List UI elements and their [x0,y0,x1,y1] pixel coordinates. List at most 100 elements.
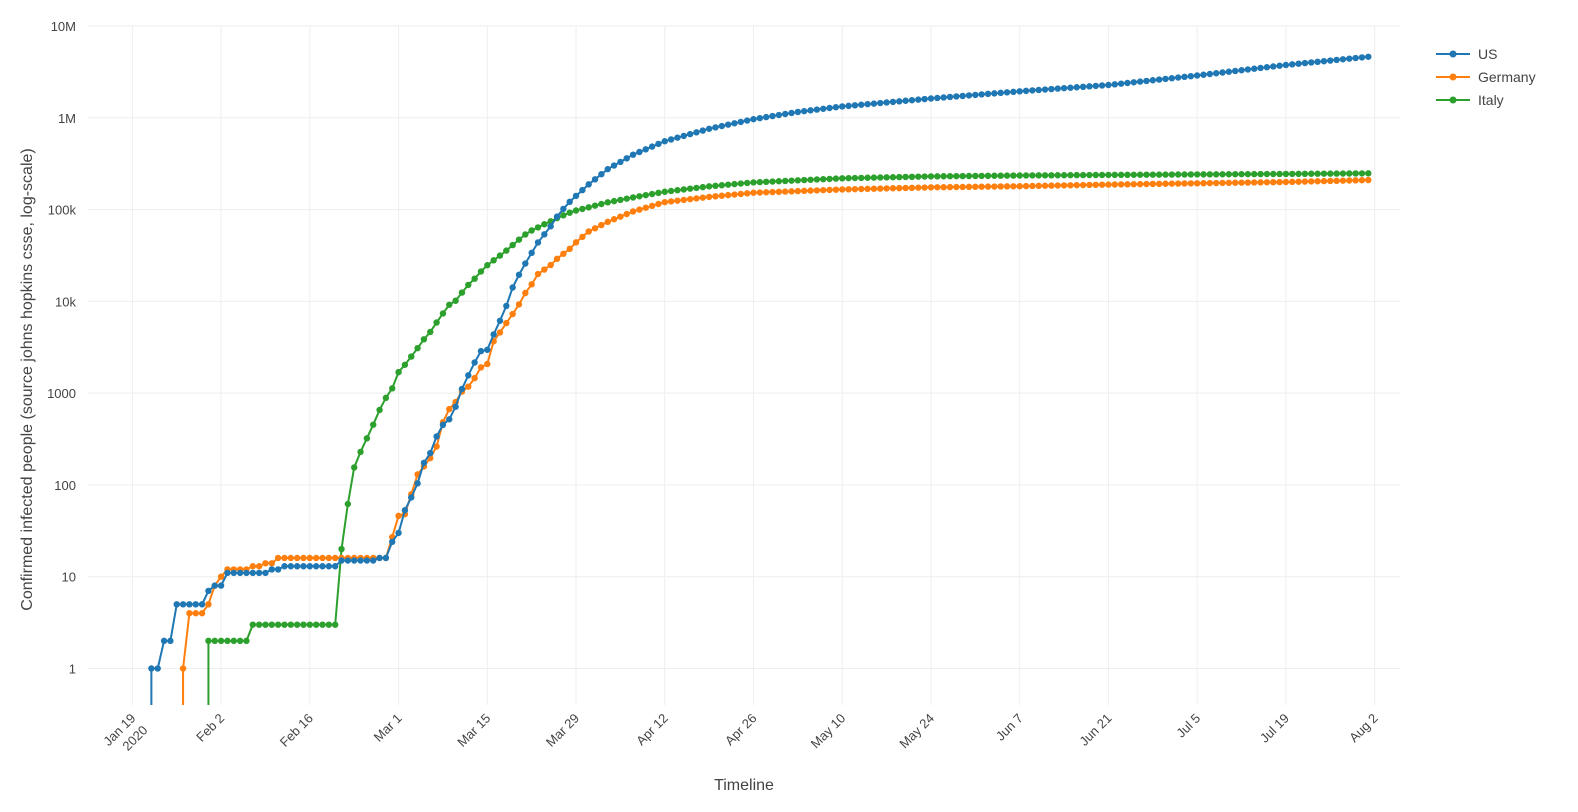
data-point[interactable] [870,185,878,192]
data-point[interactable] [953,172,960,180]
data-point[interactable] [775,178,783,185]
data-point[interactable] [1193,72,1201,79]
data-point[interactable] [1117,80,1125,87]
legend-item-germany[interactable]: Germany [1436,69,1536,85]
data-point[interactable] [572,192,580,200]
data-point[interactable] [1067,182,1074,189]
data-point[interactable] [1206,70,1214,78]
data-point[interactable] [458,385,466,393]
data-point[interactable] [1320,177,1328,185]
data-point[interactable] [648,202,656,210]
data-point[interactable] [604,165,611,173]
data-point[interactable] [1358,170,1366,177]
data-point[interactable] [623,195,630,202]
data-point[interactable] [1003,183,1011,190]
data-point[interactable] [1035,182,1042,190]
data-point[interactable] [1022,87,1030,95]
data-point[interactable] [496,252,504,259]
data-point[interactable] [522,260,529,267]
data-point[interactable] [1308,170,1315,177]
data-point[interactable] [807,107,814,114]
data-point[interactable] [1276,170,1283,178]
data-point[interactable] [427,449,434,457]
data-point[interactable] [807,176,814,183]
data-point[interactable] [408,353,415,360]
data-point[interactable] [236,569,244,577]
data-point[interactable] [1263,170,1271,178]
data-point[interactable] [1257,170,1264,178]
data-point[interactable] [934,184,941,191]
data-point[interactable] [724,181,732,188]
data-point[interactable] [756,114,764,122]
data-point[interactable] [610,197,618,205]
data-point[interactable] [167,637,174,645]
data-point[interactable] [363,435,371,442]
data-point[interactable] [997,89,1004,97]
data-point[interactable] [1079,181,1087,189]
data-point[interactable] [1098,82,1106,89]
data-point[interactable] [338,545,345,553]
data-point[interactable] [1054,172,1061,179]
data-point[interactable] [591,176,599,183]
data-point[interactable] [1149,171,1157,178]
data-point[interactable] [1193,180,1201,187]
data-point[interactable] [959,183,966,191]
data-point[interactable] [515,301,523,308]
data-point[interactable] [230,637,237,645]
legend-item-us[interactable]: US [1436,46,1497,62]
data-point[interactable] [541,221,548,228]
data-point[interactable] [1212,171,1220,178]
data-point[interactable] [370,557,377,564]
data-point[interactable] [1314,178,1321,185]
data-point[interactable] [1155,171,1163,178]
data-point[interactable] [794,187,802,195]
data-point[interactable] [883,174,890,181]
data-point[interactable] [1067,84,1074,91]
data-point[interactable] [1168,75,1176,82]
data-point[interactable] [1333,56,1340,64]
data-point[interactable] [997,183,1004,190]
data-point[interactable] [1073,84,1080,91]
data-point[interactable] [446,416,453,423]
data-point[interactable] [1187,180,1195,187]
data-point[interactable] [839,103,846,110]
data-point[interactable] [319,621,326,628]
data-point[interactable] [1035,86,1042,94]
data-point[interactable] [693,195,700,202]
data-point[interactable] [794,108,802,116]
data-point[interactable] [293,563,301,570]
data-point[interactable] [522,231,529,238]
data-point[interactable] [312,554,320,562]
data-point[interactable] [636,148,643,156]
data-point[interactable] [598,221,605,229]
data-point[interactable] [420,459,428,467]
data-point[interactable] [205,601,212,608]
data-point[interactable] [769,178,776,185]
data-point[interactable] [1270,170,1277,178]
data-point[interactable] [1282,170,1290,178]
data-point[interactable] [376,406,383,414]
data-point[interactable] [395,529,402,537]
data-point[interactable] [1136,180,1144,188]
data-point[interactable] [408,494,415,501]
data-point[interactable] [433,433,440,440]
data-point[interactable] [762,189,770,196]
data-point[interactable] [921,184,928,191]
data-point[interactable] [496,317,504,324]
data-point[interactable] [889,98,897,106]
data-point[interactable] [965,92,973,99]
legend-item-italy[interactable]: Italy [1436,92,1504,108]
data-point[interactable] [667,136,675,143]
data-point[interactable] [1238,67,1245,74]
data-point[interactable] [1092,82,1099,90]
data-point[interactable] [255,563,263,570]
data-point[interactable] [1155,180,1163,188]
data-point[interactable] [179,665,187,672]
data-point[interactable] [864,174,871,181]
data-point[interactable] [1130,79,1138,86]
data-point[interactable] [477,347,485,355]
data-point[interactable] [331,563,339,570]
data-point[interactable] [249,569,256,577]
data-point[interactable] [1339,177,1347,184]
data-point[interactable] [769,188,776,196]
